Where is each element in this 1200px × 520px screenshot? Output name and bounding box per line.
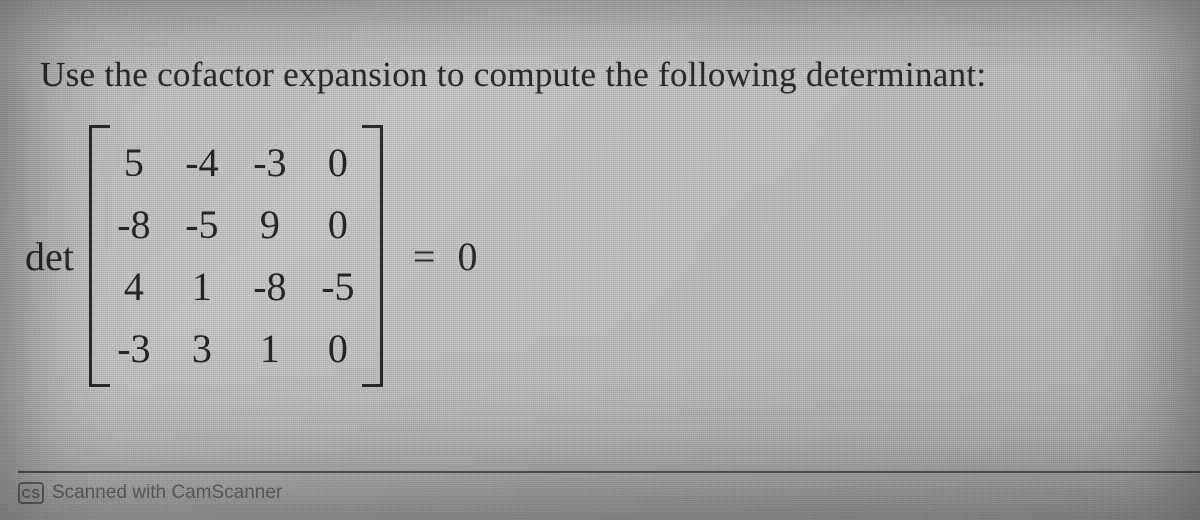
matrix-cell: -5 [307,267,369,307]
equals-sign: = [393,233,448,280]
matrix-cell: -3 [103,329,165,369]
page-divider [18,471,1200,473]
matrix-row: 4 1 -8 -5 [103,267,369,307]
matrix-cell: 0 [307,329,369,369]
det-operator: det [25,233,79,280]
matrix-cell: 0 [307,143,369,183]
matrix-cell: 1 [171,267,233,307]
matrix-cell: 9 [239,205,301,245]
matrix-cell: -4 [171,143,233,183]
scan-credit-text: Scanned with CamScanner [52,482,282,504]
matrix-cell: 4 [103,267,165,307]
result-value: 0 [457,233,477,280]
matrix-cell: -8 [239,267,301,307]
matrix-cell: 5 [103,143,165,183]
matrix-cell: -3 [239,143,301,183]
matrix-row: -8 -5 9 0 [103,205,369,245]
matrix-cell: -5 [171,205,233,245]
matrix-row: 5 -4 -3 0 [103,143,369,183]
scanned-page: Use the cofactor expansion to compute th… [0,0,1200,520]
determinant-equation: det 5 -4 -3 0 -8 -5 9 0 4 1 -8 -5 -3 [25,125,1160,387]
matrix-row: -3 3 1 0 [103,329,369,369]
problem-instruction: Use the cofactor expansion to compute th… [40,55,1160,95]
matrix-cell: -8 [103,205,165,245]
scan-footer: CS Scanned with CamScanner [18,482,282,504]
matrix-cell: 3 [171,329,233,369]
matrix-cell: 0 [307,205,369,245]
camscanner-badge-icon: CS [18,482,44,504]
matrix-cell: 1 [239,329,301,369]
matrix-4x4: 5 -4 -3 0 -8 -5 9 0 4 1 -8 -5 -3 3 1 0 [89,125,383,387]
